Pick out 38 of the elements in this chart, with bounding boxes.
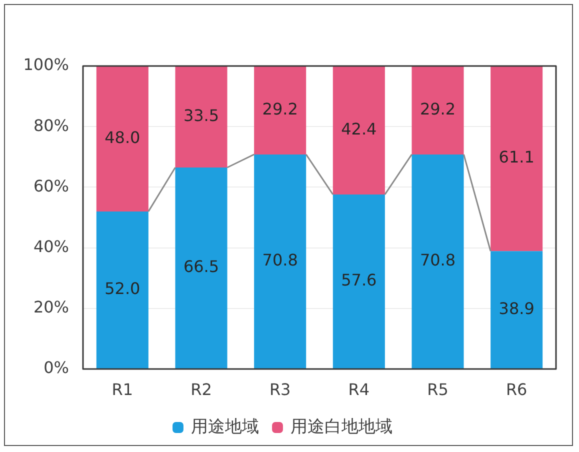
y-tick-label: 80% — [33, 116, 69, 135]
x-tick-label: R4 — [348, 380, 370, 399]
bar — [96, 211, 148, 368]
data-label: 66.5 — [183, 257, 220, 276]
data-label: 33.5 — [183, 106, 220, 125]
bar — [490, 251, 543, 368]
legend-label: 用途白地地域 — [290, 416, 392, 437]
y-tick-label: 20% — [33, 298, 69, 317]
bar — [254, 66, 306, 154]
bar — [254, 154, 306, 368]
bar — [96, 66, 148, 212]
bar — [332, 194, 385, 368]
y-tick-label: 0% — [44, 358, 69, 378]
data-label: 57.6 — [341, 270, 377, 290]
data-label: 38.9 — [498, 298, 534, 318]
bar — [490, 66, 543, 252]
x-tick-label: R2 — [190, 380, 212, 399]
data-label: 70.8 — [420, 250, 456, 270]
x-tick-label: R6 — [506, 380, 528, 399]
x-tick-label: R3 — [269, 380, 291, 399]
bar — [412, 154, 464, 368]
y-tick-label: 100% — [23, 55, 69, 74]
data-label: 70.8 — [262, 250, 298, 270]
x-tick-label: R1 — [112, 380, 134, 399]
bar — [175, 168, 228, 368]
data-label: 61.1 — [498, 148, 534, 167]
data-label: 42.4 — [341, 119, 377, 138]
x-tick-label: R5 — [427, 380, 448, 399]
bar — [332, 66, 385, 194]
bar — [175, 66, 228, 168]
bar — [412, 66, 464, 154]
data-label: 29.2 — [420, 99, 456, 118]
data-label: 48.0 — [104, 128, 140, 147]
data-label: 52.0 — [104, 279, 140, 298]
y-tick-label: 60% — [33, 176, 69, 196]
legend-label: 用途地域 — [191, 416, 259, 437]
y-tick-label: 40% — [33, 236, 69, 256]
data-label: 29.2 — [262, 99, 298, 118]
